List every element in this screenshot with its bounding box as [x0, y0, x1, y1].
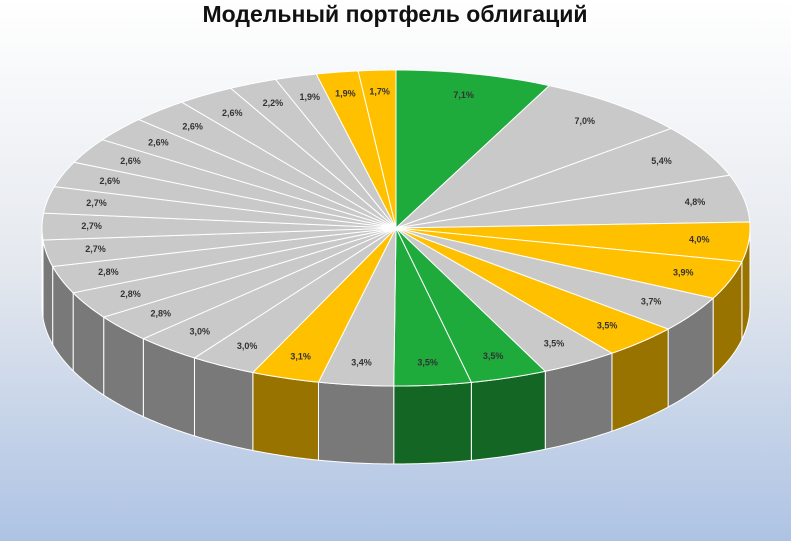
slice — [137, 101, 397, 229]
data-label: 2,6% — [182, 121, 203, 131]
data-label: 3,0% — [237, 341, 258, 351]
pie: 7,1% 7,0% 5,4% 4,8% 4,0% 3,9% 3,7% 3,5% 3,5% 3,5%… — [41, 69, 751, 465]
data-label: 1,9% — [335, 88, 356, 98]
slice — [41, 212, 397, 241]
slice — [393, 227, 473, 387]
slice — [395, 85, 673, 229]
data-label: 1,9% — [300, 92, 321, 102]
slice-side — [470, 370, 546, 461]
slice — [395, 174, 751, 229]
slice — [42, 227, 397, 268]
data-label: 2,2% — [263, 98, 284, 108]
data-label: 2,7% — [85, 244, 106, 254]
data-label: 3,5% — [417, 358, 438, 368]
data-label: 3,7% — [641, 297, 662, 307]
slice — [274, 73, 397, 229]
data-label: 3,1% — [290, 351, 311, 361]
data-label: 3,9% — [673, 267, 694, 277]
data-label: 4,0% — [689, 234, 710, 244]
data-label: 5,4% — [651, 156, 672, 166]
slice — [395, 227, 614, 372]
data-label: 3,4% — [351, 357, 372, 367]
data-label: 3,5% — [597, 320, 618, 330]
slice — [51, 227, 397, 294]
slice-side — [317, 381, 395, 465]
data-label: 4,8% — [685, 197, 706, 207]
chart-title: Модельный портфель облигаций — [202, 1, 587, 27]
data-label: 7,0% — [574, 116, 595, 126]
slice — [101, 118, 397, 229]
slice — [395, 227, 715, 330]
slice — [73, 139, 397, 229]
data-label: 2,6% — [99, 176, 120, 186]
slice — [251, 227, 397, 383]
slice-side — [393, 381, 472, 465]
slice — [72, 227, 397, 318]
slice — [395, 69, 551, 230]
slice — [193, 227, 397, 374]
data-label: 2,8% — [120, 289, 141, 299]
slice — [357, 69, 397, 229]
slice — [395, 227, 670, 354]
data-label: 2,7% — [86, 198, 107, 208]
data-label: 2,6% — [222, 108, 243, 118]
slice — [53, 161, 397, 229]
slice — [315, 70, 397, 229]
slice-side — [252, 371, 319, 461]
slice — [395, 221, 751, 263]
data-label: 3,5% — [483, 351, 504, 361]
slice — [180, 87, 397, 229]
data-label: 3,5% — [544, 339, 565, 349]
slice — [395, 227, 743, 299]
slice — [102, 227, 397, 340]
slice — [395, 227, 547, 383]
data-label: 2,8% — [98, 267, 119, 277]
data-label: 2,8% — [150, 309, 171, 319]
slice — [142, 227, 397, 359]
data-label: 3,0% — [190, 326, 211, 336]
data-label: 2,7% — [81, 221, 102, 231]
data-label: 7,1% — [453, 90, 474, 100]
data-label: 2,6% — [148, 137, 169, 147]
data-label: 1,7% — [369, 87, 390, 97]
slice — [395, 127, 731, 229]
slice-side — [193, 357, 254, 452]
data-label: 2,6% — [120, 156, 141, 166]
slice — [229, 78, 397, 229]
